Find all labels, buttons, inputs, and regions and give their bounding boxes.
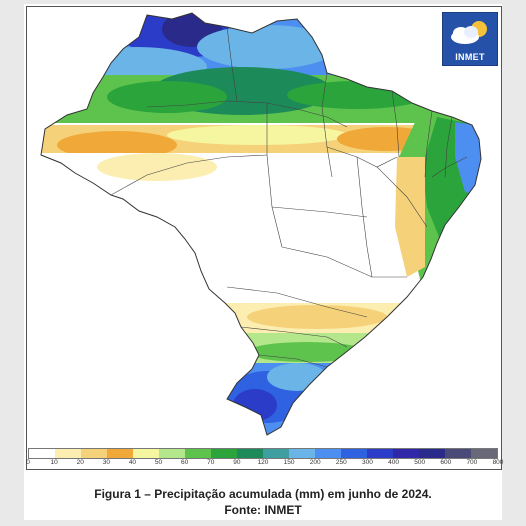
logo-text: INMET xyxy=(455,52,485,62)
colorbar-tick-label: 0 xyxy=(26,459,30,466)
colorbar-swatch xyxy=(367,449,393,458)
colorbar-tick-label: 800 xyxy=(492,459,504,466)
colorbar-swatch xyxy=(133,449,159,458)
colorbar-tick-label: 60 xyxy=(181,459,189,466)
cloud-sun-icon xyxy=(451,21,487,44)
colorbar-swatch xyxy=(159,449,185,458)
colorbar-swatch xyxy=(211,449,237,458)
colorbar-swatch xyxy=(185,449,211,458)
colorbar-tick-label: 50 xyxy=(154,459,163,466)
colorbar-swatch xyxy=(393,449,419,458)
colorbar-tick-label: 600 xyxy=(440,459,452,466)
colorbar-swatch xyxy=(263,449,289,458)
colorbar-tick-label: 200 xyxy=(309,459,321,466)
colorbar-swatches xyxy=(28,448,498,459)
map-panel: INMET xyxy=(26,6,502,470)
brazil-outline xyxy=(40,12,482,436)
colorbar-swatch xyxy=(55,449,81,458)
colorbar-swatch xyxy=(107,449,133,458)
colorbar-tick-label: 500 xyxy=(414,459,426,466)
colorbar-tick-label: 40 xyxy=(128,459,137,466)
colorbar-ticks: 0 10 20 30 40 50 60 70 90 120 150 200 250 300 400 500 60… xyxy=(26,459,503,469)
colorbar-swatch xyxy=(289,449,315,458)
colorbar-tick-label: 10 xyxy=(50,459,58,466)
colorbar-swatch xyxy=(471,449,497,458)
state-borders xyxy=(110,26,468,368)
colorbar-tick-label: 400 xyxy=(388,459,399,466)
rainfall-fill xyxy=(41,13,481,435)
colorbar-tick-label: 30 xyxy=(102,459,110,466)
figure-source: Fonte: INMET xyxy=(224,503,302,517)
colorbar-tick-label: 700 xyxy=(466,459,478,466)
colorbar-tick-label: 120 xyxy=(257,459,269,466)
colorbar-swatch xyxy=(341,449,367,458)
colorbar-swatch xyxy=(445,449,471,458)
colorbar-tick-label: 250 xyxy=(335,459,347,466)
colorbar-tick-label: 90 xyxy=(233,459,241,466)
colorbar-tick-label: 300 xyxy=(362,459,373,466)
colorbar-swatch xyxy=(315,449,341,458)
colorbar-swatch xyxy=(237,449,263,458)
figure-caption: Figura 1 – Precipitação acumulada (mm) e… xyxy=(94,487,432,501)
colorbar-tick-label: 70 xyxy=(207,459,215,466)
inmet-logo: INMET xyxy=(442,12,498,66)
colorbar-tick-label: 150 xyxy=(283,459,295,466)
colorbar-legend: 0 10 20 30 40 50 60 70 90 120 150 200 250 300 400 500 60… xyxy=(26,448,503,470)
precipitation-map xyxy=(40,12,482,436)
colorbar-swatch xyxy=(419,449,445,458)
colorbar-swatch xyxy=(29,449,55,458)
colorbar-tick-label: 20 xyxy=(76,459,84,466)
colorbar-swatch xyxy=(81,449,107,458)
